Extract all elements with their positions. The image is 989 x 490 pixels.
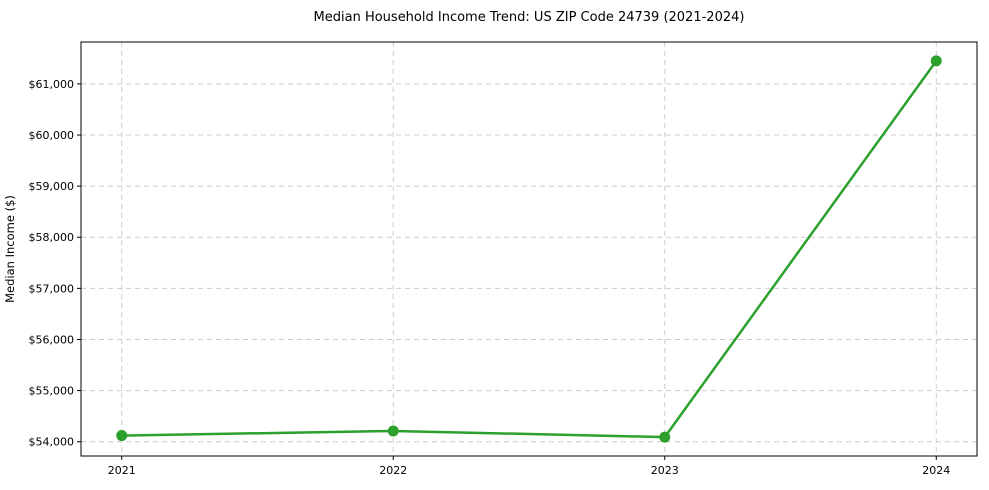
chart-title: Median Household Income Trend: US ZIP Co… bbox=[314, 10, 745, 25]
data-point bbox=[387, 425, 399, 437]
x-tick-label: 2024 bbox=[922, 464, 950, 477]
plot-border bbox=[80, 41, 978, 457]
y-tick-label: $59,000 bbox=[29, 180, 75, 193]
grid-layer bbox=[81, 42, 977, 456]
y-tick-label: $58,000 bbox=[29, 231, 75, 244]
trend-line bbox=[120, 59, 938, 439]
data-point bbox=[659, 431, 671, 443]
axis-layer: 2021 2022 2023 2024 $54,000 $55,000 $56,000 $57… bbox=[29, 41, 978, 477]
y-tick-label: $54,000 bbox=[29, 436, 75, 449]
y-tick-label: $55,000 bbox=[29, 385, 75, 398]
y-tick-label: $61,000 bbox=[29, 78, 75, 91]
y-axis-label: Median Income ($) bbox=[3, 195, 17, 303]
data-point bbox=[930, 55, 942, 67]
series-layer bbox=[116, 55, 942, 443]
y-tick-label: $56,000 bbox=[29, 333, 75, 346]
x-tick-label: 2022 bbox=[379, 464, 407, 477]
data-point bbox=[116, 430, 128, 442]
y-tick-label: $60,000 bbox=[29, 129, 75, 142]
x-tick-label: 2021 bbox=[108, 464, 136, 477]
x-tick-label: 2023 bbox=[651, 464, 679, 477]
y-tick-label: $57,000 bbox=[29, 282, 75, 295]
